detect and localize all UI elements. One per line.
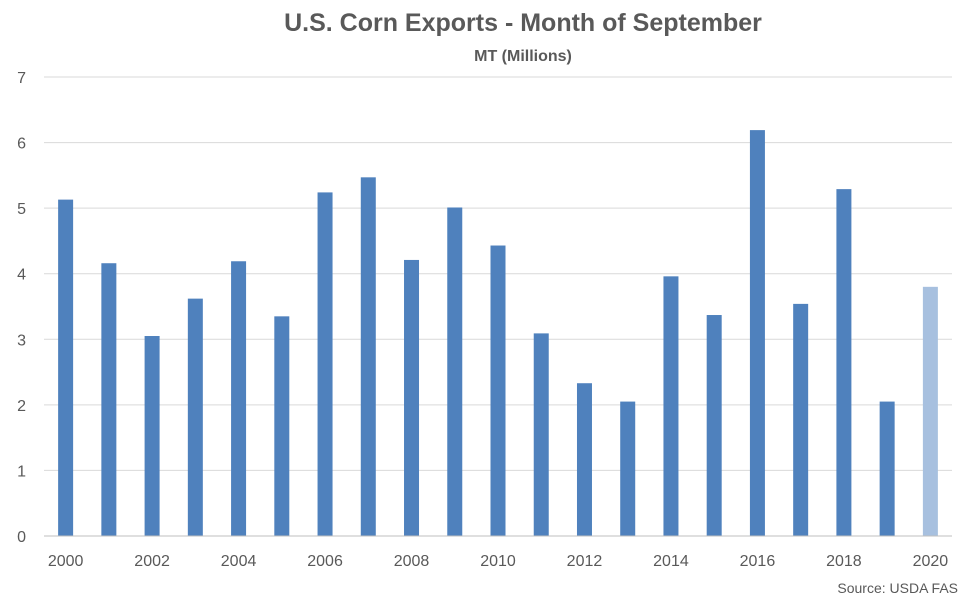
chart-title: U.S. Corn Exports - Month of September — [284, 9, 762, 37]
bar-2017 — [793, 303, 809, 536]
bar-2006 — [317, 192, 333, 537]
x-tick-label: 2012 — [567, 553, 603, 570]
bar-2000 — [58, 199, 74, 536]
bar-2011 — [533, 333, 549, 536]
bar-2001 — [101, 263, 117, 536]
bar-2015 — [706, 315, 722, 536]
bar-2012 — [576, 383, 592, 536]
bar-2013 — [620, 401, 636, 536]
bar-2009 — [447, 207, 463, 537]
x-axis-ticks: 2000 2002 2004 2006 2008 2010 2012 2014 2016 2018… — [48, 553, 948, 570]
bar-2003 — [187, 298, 203, 536]
x-tick-label: 2018 — [826, 553, 862, 570]
x-tick-label: 2000 — [48, 553, 84, 570]
bar-2020 — [922, 286, 938, 536]
x-tick-label: 2014 — [653, 553, 689, 570]
bar-2016 — [749, 130, 765, 536]
source-note: Source: USDA FAS — [837, 580, 958, 596]
bar-2018 — [836, 189, 852, 536]
x-tick-label: 2010 — [480, 553, 516, 570]
y-tick-label: 0 — [17, 529, 26, 546]
x-tick-label: 2006 — [307, 553, 343, 570]
bars — [58, 130, 938, 537]
x-tick-label: 2016 — [740, 553, 776, 570]
y-tick-label: 4 — [17, 267, 26, 284]
x-tick-label: 2002 — [134, 553, 170, 570]
y-axis-ticks: 0 1 2 3 4 5 6 7 — [17, 70, 26, 546]
y-tick-label: 7 — [17, 70, 26, 87]
bar-2004 — [231, 261, 247, 536]
bar-2019 — [879, 401, 895, 536]
bar-2014 — [663, 276, 679, 536]
y-tick-label: 1 — [17, 463, 26, 480]
x-tick-label: 2020 — [913, 553, 949, 570]
bar-2007 — [360, 177, 376, 536]
bar-2005 — [274, 316, 290, 536]
y-tick-label: 6 — [17, 136, 26, 153]
x-tick-label: 2008 — [394, 553, 430, 570]
bar-2010 — [490, 245, 506, 537]
y-tick-label: 2 — [17, 398, 26, 415]
chart-subtitle: MT (Millions) — [474, 48, 572, 65]
y-tick-label: 5 — [17, 201, 26, 218]
y-tick-label: 3 — [17, 332, 26, 349]
bar-2002 — [144, 336, 160, 536]
bar-2008 — [404, 259, 420, 536]
x-tick-label: 2004 — [221, 553, 257, 570]
